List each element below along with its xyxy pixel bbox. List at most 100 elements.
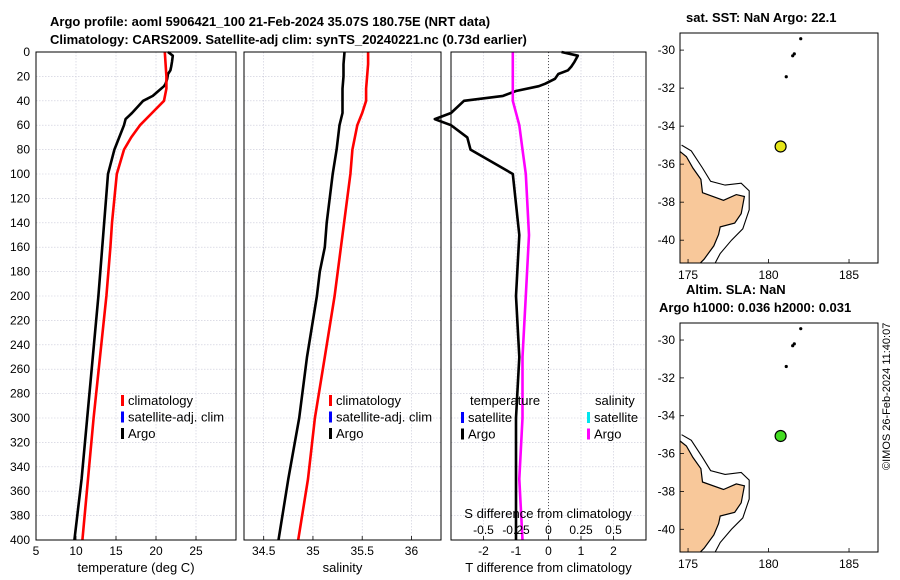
x-tick-label: 2	[610, 544, 617, 558]
temperature-legend-swatch	[121, 395, 124, 406]
map-y-tick-label: -32	[658, 81, 676, 95]
y-tick-label: 140	[10, 216, 30, 230]
secondary-x-tick-label: 0.25	[569, 523, 593, 537]
temperature-legend-label: climatology	[128, 393, 194, 408]
track-point	[799, 327, 803, 331]
map-y-tick-label: -30	[658, 43, 676, 57]
track-point	[799, 37, 803, 41]
series-climatology-line	[81, 51, 168, 541]
y-tick-label: 180	[10, 265, 30, 279]
bathymetry-contour	[681, 434, 750, 552]
map-y-tick-label: -34	[658, 119, 676, 133]
y-tick-label: 80	[17, 143, 31, 157]
y-tick-label: 320	[10, 435, 30, 449]
y-tick-label: 0	[23, 45, 30, 59]
argo-location-marker	[774, 429, 787, 443]
y-tick-label: 60	[17, 118, 31, 132]
sst-map	[679, 32, 879, 264]
series-t-diff-argo-line	[433, 50, 580, 540]
x-tick-label: -1	[511, 544, 522, 558]
series-s-diff-argo-line	[511, 52, 531, 541]
salinity-legend-swatch	[329, 395, 332, 406]
map-y-tick-label: -40	[658, 522, 676, 536]
x-tick-label: 0	[545, 544, 552, 558]
salinity-legend-label: satellite-adj. clim	[336, 410, 432, 425]
map-x-tick-label: 185	[839, 268, 859, 282]
temperature-legend-swatch	[121, 428, 124, 439]
map-x-tick-label: 175	[678, 268, 698, 282]
track-point	[784, 75, 788, 79]
temperature-legend-label: satellite-adj. clim	[128, 410, 224, 425]
map-x-tick-label: 175	[678, 557, 698, 571]
series-argo-line	[73, 50, 175, 541]
x-tick-label: 5	[33, 544, 40, 558]
map-y-tick-label: -30	[658, 333, 676, 347]
sst-map-title: sat. SST: NaN Argo: 22.1	[686, 10, 837, 25]
map-x-tick-label: 185	[839, 557, 859, 571]
x-axis-label: temperature (deg C)	[77, 560, 194, 575]
secondary-x-tick-label: 0.5	[605, 523, 622, 537]
temperature-legend-label: Argo	[128, 426, 155, 441]
y-tick-label: 280	[10, 387, 30, 401]
secondary-x-tick-label: -0.5	[473, 523, 494, 537]
diff-legend-title-temperature: temperature	[470, 393, 540, 408]
y-tick-label: 340	[10, 460, 30, 474]
axes-frame	[243, 51, 442, 541]
y-tick-label: 100	[10, 167, 30, 181]
x-tick-label: 10	[69, 544, 83, 558]
diff-legend-temperature-swatch	[461, 412, 464, 423]
y-tick-label: 120	[10, 191, 30, 205]
chart-subtitle: Climatology: CARS2009. Satellite-adj cli…	[50, 32, 527, 47]
series-argo-line	[277, 51, 346, 541]
map-y-tick-label: -34	[658, 409, 676, 423]
diff-legend-temperature-label: Argo	[468, 427, 495, 442]
diff-legend-salinity-label: satellite	[594, 410, 638, 425]
y-tick-label: 40	[17, 94, 31, 108]
diff-legend-salinity-label: Argo	[594, 427, 621, 442]
map-y-tick-label: -38	[658, 484, 676, 498]
axes-frame	[35, 51, 237, 541]
salinity-legend-label: Argo	[336, 426, 363, 441]
track-point	[791, 344, 795, 348]
y-tick-label: 200	[10, 289, 30, 303]
track-point	[784, 364, 788, 369]
salinity-legend-swatch	[329, 428, 332, 439]
y-tick-label: 160	[10, 240, 30, 254]
imos-footer: ©IMOS 26-Feb-2024 11:40:07	[881, 322, 893, 470]
map-y-tick-label: -40	[658, 233, 676, 247]
track-point	[791, 54, 795, 58]
diff-legend-salinity-swatch	[587, 412, 590, 423]
height-readout: Argo h1000: 0.036 h2000: 0.031	[659, 300, 852, 315]
x-tick-label: 20	[149, 544, 163, 558]
map-y-tick-label: -36	[658, 157, 676, 171]
land-north-island	[680, 440, 746, 552]
argo-location-marker	[774, 140, 787, 153]
secondary-x-tick-label: 0	[545, 523, 552, 537]
x-tick-label: 1	[578, 544, 585, 558]
x-tick-label: -2	[478, 544, 489, 558]
map-frame	[679, 322, 879, 553]
x-tick-label: 36	[405, 544, 419, 558]
y-tick-label: 240	[10, 338, 30, 352]
salinity-legend-swatch	[329, 411, 332, 423]
x-tick-label: 35.5	[351, 544, 375, 558]
bathymetry-contour	[681, 144, 750, 263]
y-tick-label: 380	[10, 509, 30, 523]
land-north-island	[680, 150, 746, 263]
temperature-legend-swatch	[121, 411, 124, 423]
x-tick-label: 35	[306, 544, 320, 558]
y-tick-label: 300	[10, 411, 30, 425]
map-frame	[679, 32, 879, 264]
map-y-tick-label: -32	[658, 371, 676, 385]
y-tick-label: 220	[10, 313, 30, 327]
x-axis-label: salinity	[323, 560, 363, 575]
diff-legend-temperature-swatch	[461, 428, 464, 440]
chart-title: Argo profile: aoml 5906421_100 21-Feb-20…	[50, 14, 491, 29]
sla-map	[679, 322, 879, 553]
diff-legend-salinity-swatch	[587, 428, 590, 440]
diff-legend-temperature-label: satellite	[468, 410, 512, 425]
sla-map-title: Altim. SLA: NaN	[686, 282, 786, 297]
y-tick-label: 260	[10, 362, 30, 376]
diff-legend-title-salinity: salinity	[595, 393, 635, 408]
